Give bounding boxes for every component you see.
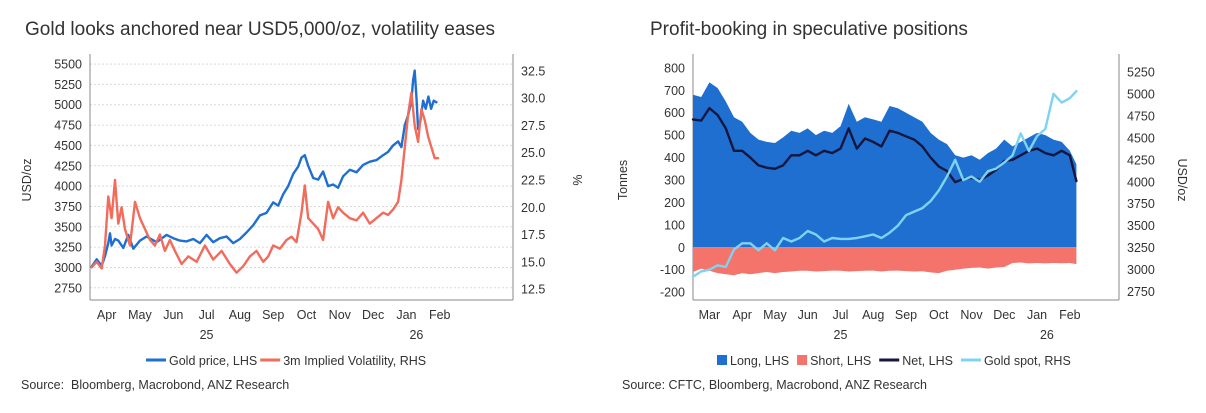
y2-tick-label: 3250 — [1127, 241, 1155, 255]
x-tick-label: Aug — [862, 308, 884, 322]
y2-tick-label: 5000 — [1127, 87, 1155, 101]
y-tick-label: 4250 — [54, 159, 82, 173]
speculative-positions-chart: -200 -100 0 100 200 300 400 500 600 700 800 2750 300… — [616, 54, 1189, 368]
y2-tick-label: 2750 — [1127, 285, 1155, 299]
chart-title: Profit-booking in speculative positions — [650, 19, 968, 40]
y-tick-label: 5500 — [54, 58, 82, 72]
area-short-lhs — [693, 247, 1077, 276]
x-tick-label: Dec — [993, 308, 1015, 322]
y-tick-label: 3000 — [54, 261, 82, 275]
x-tick-label: Feb — [429, 308, 451, 322]
y-tick-label: -100 — [660, 263, 685, 277]
gold-volatility-chart: 2750 3000 3250 3500 3750 4000 4250 4500 4750 5000… — [20, 54, 584, 368]
x-tick-label: Sep — [895, 308, 917, 322]
line-3m-implied-volatility-rhs — [90, 91, 440, 274]
line-gold-spot-rhs — [691, 89, 1078, 278]
area-long-lhs — [693, 82, 1077, 248]
y-axis-label: Tonnes — [616, 160, 630, 200]
legend-swatch-short-lhs — [797, 355, 808, 365]
x-tick-label: Jun — [798, 308, 818, 322]
x-tick-label: Jun — [163, 308, 183, 322]
y-tick-label: 4750 — [54, 119, 82, 133]
line-gold-price-lhs — [90, 69, 438, 268]
y-tick-label: 5000 — [54, 98, 82, 112]
y2-tick-label: 17.5 — [521, 228, 545, 242]
x-tick-label: Jul — [832, 308, 848, 322]
y2-tick-label: 20.0 — [521, 201, 545, 215]
y2-tick-label: 5250 — [1127, 65, 1155, 79]
gold-volatility-chart-panel: Gold looks anchored near USD5,000/oz, vo… — [0, 0, 600, 413]
legend-label: 3m Implied Volatility, RHS — [283, 354, 426, 368]
line-net-lhs — [691, 106, 1078, 184]
y-tick-label: 100 — [664, 218, 685, 232]
x-tick-label: Nov — [329, 308, 352, 322]
y2-tick-label: 4250 — [1127, 153, 1155, 167]
y2-tick-label: 4000 — [1127, 175, 1155, 189]
chart-source: Source: CFTC, Bloomberg, Macrobond, ANZ … — [622, 378, 927, 392]
y-tick-label: 200 — [664, 196, 685, 210]
x-tick-label: Aug — [229, 308, 251, 322]
y2-tick-label: 15.0 — [521, 255, 545, 269]
y-tick-label: 2750 — [54, 281, 82, 295]
y2-axis-label: % — [570, 174, 584, 185]
y2-tick-label: 4500 — [1127, 131, 1155, 145]
y-tick-label: 3500 — [54, 220, 82, 234]
y-axis-label: USD/oz — [20, 158, 34, 201]
legend-label: Gold price, LHS — [169, 354, 257, 368]
x-tick-label: Oct — [929, 308, 949, 322]
y2-tick-label: 27.5 — [521, 119, 545, 133]
legend-label: Gold spot, RHS — [984, 354, 1071, 368]
y-tick-label: 3750 — [54, 200, 82, 214]
x-tick-label: Jan — [396, 308, 416, 322]
y2-tick-label: 32.5 — [521, 64, 545, 78]
legend-label: Short, LHS — [810, 354, 871, 368]
y2-tick-label: 3500 — [1127, 219, 1155, 233]
y-tick-label: 300 — [664, 174, 685, 188]
x-tick-label: May — [128, 308, 152, 322]
x-year-label: 26 — [1040, 328, 1054, 342]
y-tick-label: 4000 — [54, 180, 82, 194]
y-tick-label: -200 — [660, 286, 685, 300]
y2-tick-label: 22.5 — [521, 174, 545, 188]
y-tick-label: 500 — [664, 129, 685, 143]
y-tick-label: 5250 — [54, 78, 82, 92]
x-tick-label: Dec — [362, 308, 384, 322]
y-tick-label: 400 — [664, 151, 685, 165]
y-tick-label: 800 — [664, 61, 685, 75]
y2-tick-label: 12.5 — [521, 283, 545, 297]
x-tick-label: Apr — [97, 308, 116, 322]
x-tick-label: Sep — [262, 308, 284, 322]
x-tick-label: Feb — [1059, 308, 1081, 322]
y-tick-label: 0 — [678, 241, 685, 255]
x-tick-label: Apr — [732, 308, 751, 322]
x-tick-label: Jan — [1027, 308, 1047, 322]
y2-tick-label: 4750 — [1127, 109, 1155, 123]
y2-tick-label: 3000 — [1127, 263, 1155, 277]
legend-label: Net, LHS — [902, 354, 953, 368]
x-year-label: 25 — [200, 328, 214, 342]
x-tick-label: Oct — [297, 308, 317, 322]
y2-tick-label: 30.0 — [521, 92, 545, 106]
legend-swatch-long-lhs — [717, 355, 727, 365]
y-tick-label: 4500 — [54, 139, 82, 153]
x-tick-label: May — [763, 308, 787, 322]
positions-chart-panel: Profit-booking in speculative positions … — [603, 0, 1206, 413]
x-year-label: 26 — [409, 328, 423, 342]
y-tick-label: 3250 — [54, 241, 82, 255]
y2-axis-label: USD/oz — [1175, 158, 1189, 201]
x-tick-label: Jul — [199, 308, 215, 322]
y-tick-label: 600 — [664, 106, 685, 120]
y2-tick-label: 25.0 — [521, 146, 545, 160]
y2-tick-label: 3750 — [1127, 197, 1155, 211]
x-year-label: 25 — [834, 328, 848, 342]
x-tick-label: Nov — [960, 308, 983, 322]
chart-title: Gold looks anchored near USD5,000/oz, vo… — [25, 19, 495, 40]
x-tick-label: Mar — [699, 308, 721, 322]
chart-source: Source: Bloomberg, Macrobond, ANZ Resear… — [21, 378, 290, 392]
legend-label: Long, LHS — [730, 354, 789, 368]
y-tick-label: 700 — [664, 84, 685, 98]
